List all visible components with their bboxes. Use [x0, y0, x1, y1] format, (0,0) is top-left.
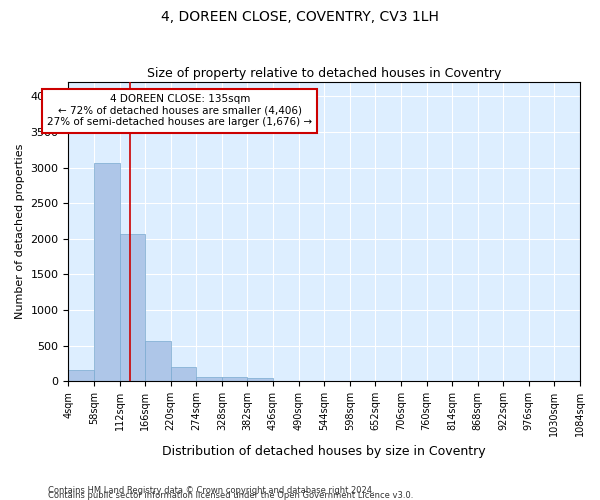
Text: 4, DOREEN CLOSE, COVENTRY, CV3 1LH: 4, DOREEN CLOSE, COVENTRY, CV3 1LH — [161, 10, 439, 24]
Bar — [94, 164, 119, 381]
Bar — [171, 366, 196, 381]
Bar — [145, 342, 171, 381]
Text: Contains public sector information licensed under the Open Government Licence v3: Contains public sector information licen… — [48, 491, 413, 500]
Text: 4 DOREEN CLOSE: 135sqm
← 72% of detached houses are smaller (4,406)
27% of semi-: 4 DOREEN CLOSE: 135sqm ← 72% of detached… — [47, 94, 312, 128]
Text: Contains HM Land Registry data © Crown copyright and database right 2024.: Contains HM Land Registry data © Crown c… — [48, 486, 374, 495]
X-axis label: Distribution of detached houses by size in Coventry: Distribution of detached houses by size … — [163, 444, 486, 458]
Bar — [222, 378, 247, 381]
Bar — [68, 370, 94, 381]
Y-axis label: Number of detached properties: Number of detached properties — [15, 144, 25, 320]
Title: Size of property relative to detached houses in Coventry: Size of property relative to detached ho… — [147, 66, 502, 80]
Bar — [247, 378, 273, 381]
Bar — [196, 376, 222, 381]
Bar — [119, 234, 145, 381]
